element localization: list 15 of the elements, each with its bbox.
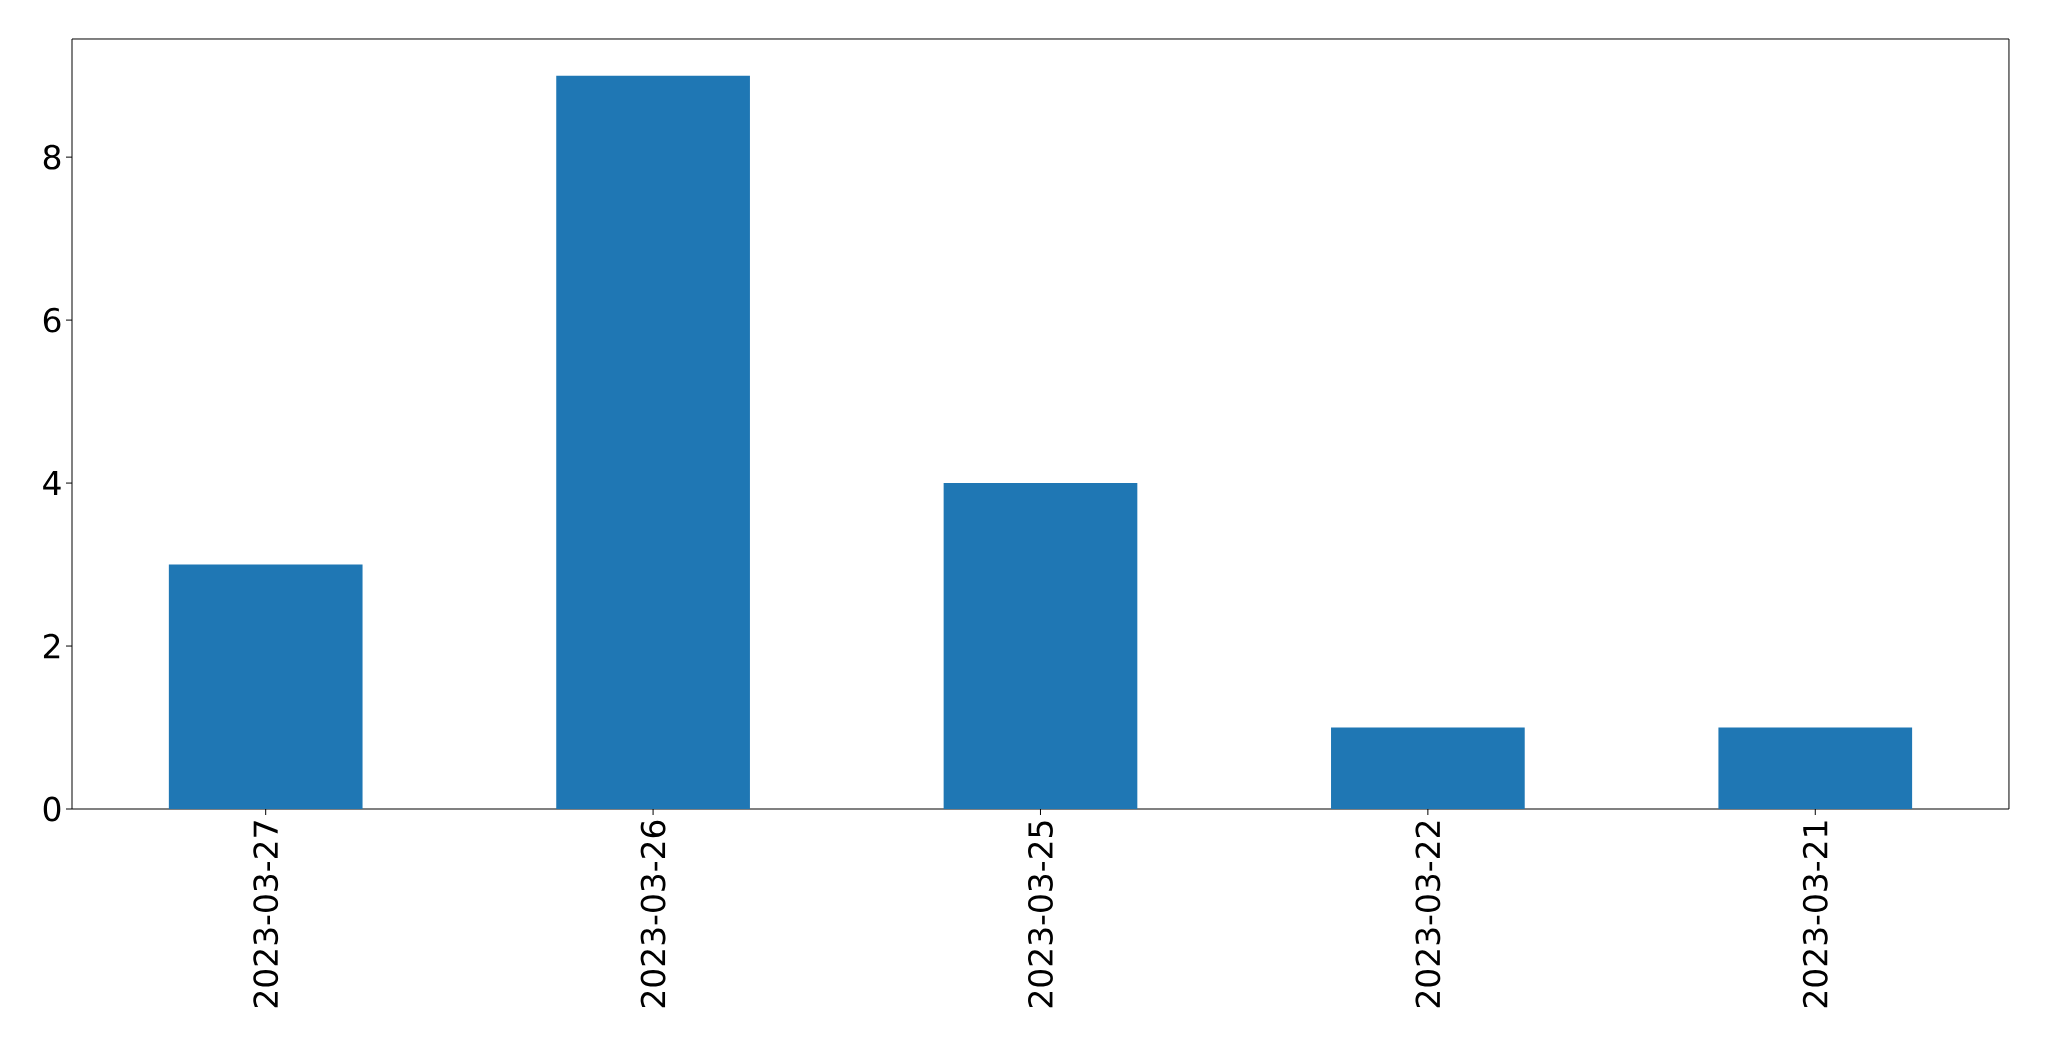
bar xyxy=(556,75,750,809)
x-tick-label: 2023-03-27 xyxy=(253,821,279,1008)
y-tick-label: 0 xyxy=(43,796,61,822)
bar xyxy=(168,564,363,809)
x-tick-label: 2023-03-21 xyxy=(1802,821,1828,1008)
y-tick-label: 8 xyxy=(43,144,61,170)
x-tick-label: 2023-03-26 xyxy=(640,820,666,1008)
x-tick-label: 2023-03-25 xyxy=(1028,821,1053,1008)
bar xyxy=(943,483,1138,809)
y-tick-label: 4 xyxy=(43,471,61,496)
y-tick-label: 6 xyxy=(43,307,61,333)
bar xyxy=(1331,727,1525,809)
y-tick-label: 2 xyxy=(43,633,60,659)
x-tick-label: 2023-03-22 xyxy=(1415,821,1441,1008)
bar xyxy=(1718,727,1913,809)
